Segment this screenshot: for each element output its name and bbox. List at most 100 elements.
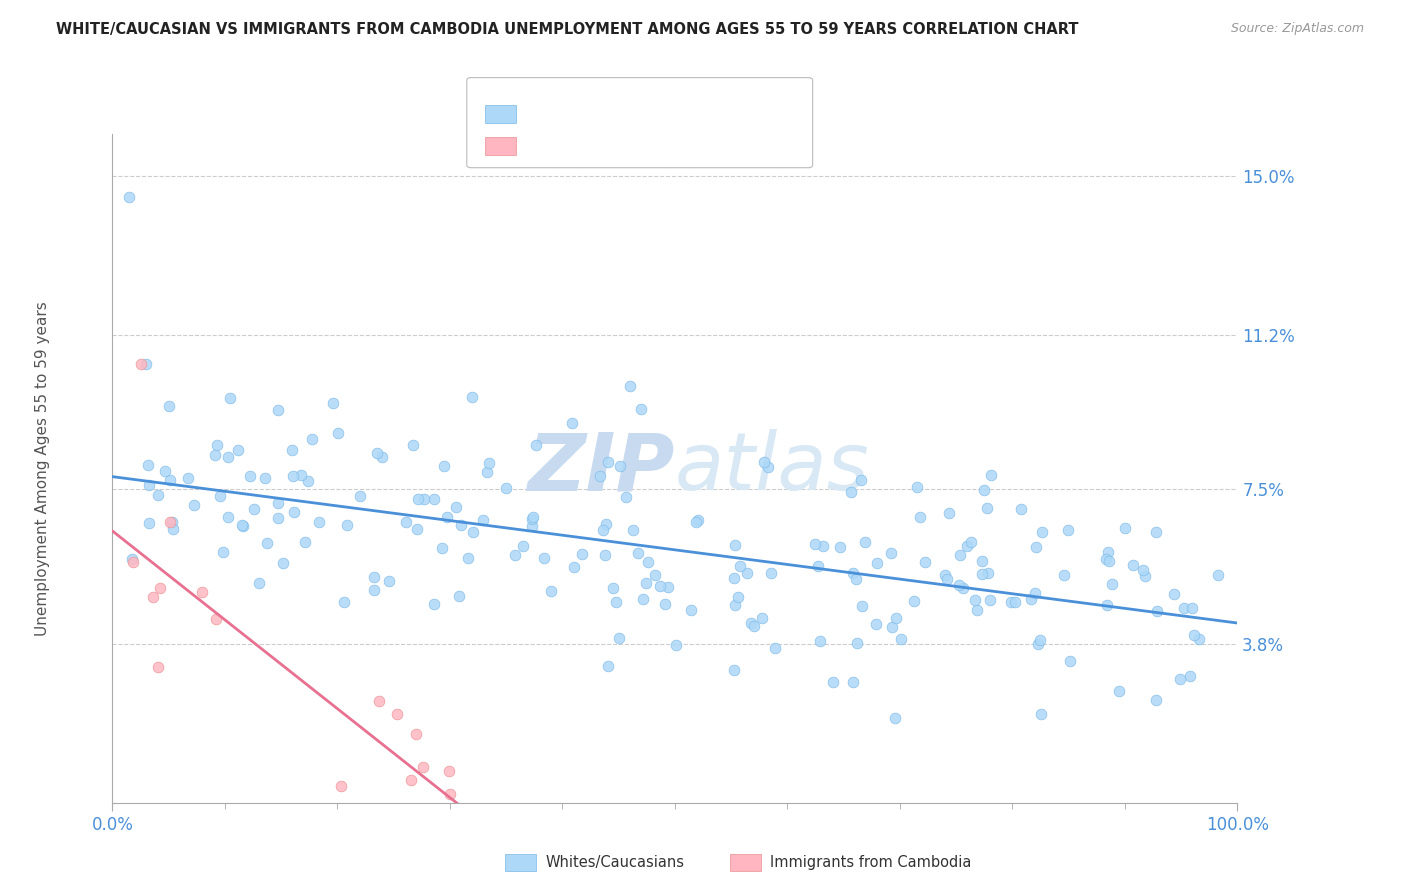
Point (908, 510, 931, 524)
Point (1206, 567, 1229, 582)
Point (444, 500, 467, 514)
Point (212, 544, 235, 558)
Point (385, 707, 408, 722)
Point (724, 599, 747, 613)
Point (243, 501, 266, 516)
Point (471, 513, 494, 527)
Point (138, 478, 160, 492)
Text: N =: N = (637, 107, 671, 121)
Point (740, 616, 762, 631)
Point (804, 537, 827, 551)
Point (205, 438, 228, 452)
Point (478, 456, 501, 470)
Point (217, 509, 239, 524)
Point (160, 515, 183, 529)
Point (436, 510, 458, 524)
Point (845, 572, 868, 586)
Point (512, 539, 534, 553)
Point (439, 788, 461, 802)
Point (477, 465, 499, 479)
Point (756, 460, 779, 475)
Point (329, 779, 352, 793)
Point (239, 469, 262, 483)
Point (723, 663, 745, 677)
Point (423, 492, 446, 507)
Point (503, 549, 526, 563)
Point (153, 464, 176, 478)
Point (209, 489, 232, 503)
Point (191, 585, 214, 599)
Point (450, 518, 472, 533)
Point (1000, 595, 1022, 609)
Point (308, 515, 330, 529)
Point (960, 535, 983, 549)
Point (735, 566, 758, 580)
Point (571, 547, 593, 561)
Point (280, 442, 302, 457)
Point (267, 496, 290, 510)
Point (882, 620, 904, 634)
Point (619, 379, 641, 393)
Text: -0.277: -0.277 (567, 139, 621, 154)
Point (366, 446, 388, 460)
Point (136, 458, 159, 472)
Text: WHITE/CAUCASIAN VS IMMIGRANTS FROM CAMBODIA UNEMPLOYMENT AMONG AGES 55 TO 59 YEA: WHITE/CAUCASIAN VS IMMIGRANTS FROM CAMBO… (56, 22, 1078, 37)
Point (977, 566, 1000, 581)
Point (267, 511, 290, 525)
Point (159, 474, 181, 488)
Point (129, 357, 152, 371)
Point (205, 612, 228, 626)
Point (561, 416, 583, 430)
Point (686, 513, 709, 527)
Point (884, 711, 907, 725)
Point (1122, 558, 1144, 573)
Point (657, 580, 679, 594)
Point (349, 489, 371, 503)
Point (751, 611, 773, 625)
Point (654, 597, 676, 611)
Point (842, 674, 865, 689)
Point (118, 189, 141, 203)
Point (966, 603, 988, 617)
Point (627, 546, 650, 560)
Point (367, 693, 389, 707)
Point (970, 553, 993, 567)
Point (247, 575, 270, 590)
Point (142, 591, 165, 605)
Point (1024, 585, 1046, 599)
Point (1170, 673, 1192, 687)
Point (880, 546, 903, 560)
Point (845, 636, 868, 650)
Point (457, 551, 479, 566)
Point (948, 578, 970, 592)
Point (363, 583, 385, 598)
Point (159, 515, 181, 529)
Text: Immigrants from Cambodia: Immigrants from Cambodia (770, 855, 972, 870)
Point (614, 490, 637, 504)
Point (605, 595, 627, 609)
Point (596, 658, 619, 673)
Point (592, 523, 614, 537)
Point (631, 592, 654, 607)
Point (301, 432, 323, 446)
Point (763, 641, 786, 656)
Point (685, 516, 707, 530)
Point (823, 674, 845, 689)
Point (938, 506, 960, 520)
Text: atlas: atlas (675, 429, 870, 508)
Point (839, 485, 862, 500)
Point (412, 492, 434, 507)
Text: 17: 17 (675, 139, 696, 154)
Point (328, 426, 350, 441)
Point (378, 574, 401, 588)
Point (934, 568, 956, 582)
Point (231, 517, 253, 532)
Point (183, 499, 205, 513)
Text: 198: 198 (675, 107, 707, 121)
Point (325, 818, 347, 832)
Point (1004, 595, 1026, 609)
Point (903, 594, 925, 608)
Point (630, 401, 652, 416)
Point (177, 471, 200, 485)
Point (808, 633, 831, 648)
